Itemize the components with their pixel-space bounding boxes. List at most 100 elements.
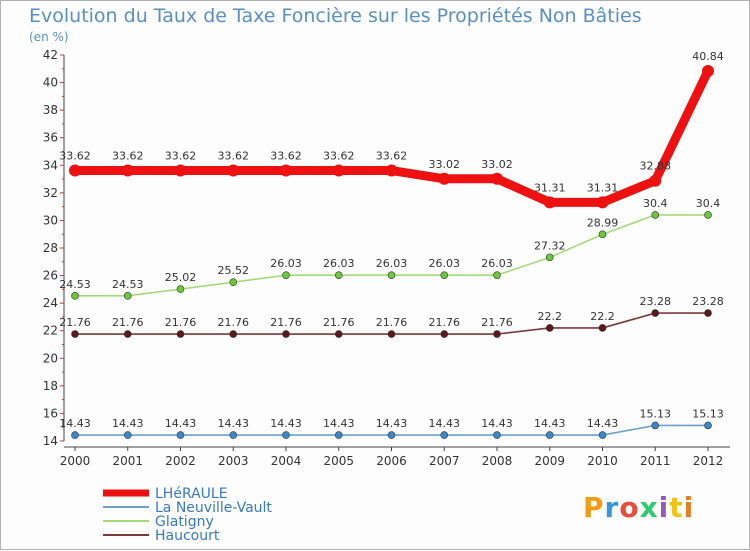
point-glatigny-2012 — [704, 211, 712, 219]
point-glatigny-2005 — [334, 271, 343, 279]
data-label-glatigny-2009: 27.32 — [534, 239, 566, 252]
data-label-lh-raule-2008: 33.02 — [481, 158, 513, 171]
logo-letter: P — [583, 491, 605, 524]
data-label-la-neuville-vault-2004: 14.43 — [270, 417, 302, 430]
point-lh-raule-2006 — [385, 164, 398, 177]
y-tick-label-18: 18 — [43, 379, 58, 393]
data-label-haucourt-2011: 23.28 — [640, 295, 672, 308]
data-label-glatigny-2001: 24.53 — [112, 278, 144, 291]
data-label-lh-raule-2004: 33.62 — [270, 150, 302, 163]
point-lh-raule-2010 — [596, 196, 609, 209]
point-glatigny-2003 — [229, 278, 238, 286]
point-lh-raule-2012 — [702, 64, 714, 77]
x-tick-label-2010: 2010 — [587, 454, 618, 468]
point-haucourt-2007 — [440, 330, 449, 338]
point-haucourt-2000 — [71, 330, 79, 338]
data-label-lh-raule-2005: 33.62 — [323, 150, 355, 163]
data-label-glatigny-2005: 26.03 — [323, 257, 355, 270]
point-glatigny-2001 — [123, 292, 132, 300]
data-label-lh-raule-2003: 33.62 — [218, 150, 250, 163]
point-glatigny-2000 — [71, 292, 79, 300]
point-lh-raule-2004 — [280, 164, 292, 177]
x-tick-label-2001: 2001 — [112, 454, 143, 468]
data-label-la-neuville-vault-2011: 15.13 — [640, 407, 672, 420]
data-label-lh-raule-2011: 32.88 — [640, 160, 672, 173]
unit-label: (en %) — [29, 30, 69, 44]
point-lh-raule-2005 — [332, 164, 345, 177]
data-label-la-neuville-vault-2001: 14.43 — [112, 417, 144, 430]
data-label-la-neuville-vault-2005: 14.43 — [323, 417, 355, 430]
data-label-lh-raule-2002: 33.62 — [165, 150, 197, 163]
point-lh-raule-2011 — [649, 174, 662, 187]
point-glatigny-2007 — [440, 271, 449, 279]
point-haucourt-2012 — [704, 309, 712, 317]
point-la-neuville-vault-2003 — [229, 431, 238, 439]
x-tick-label-2004: 2004 — [271, 454, 302, 468]
point-la-neuville-vault-2009 — [545, 431, 554, 439]
point-haucourt-2010 — [598, 324, 607, 332]
legend-label-la-neuville-vault: La Neuville-Vault — [155, 500, 272, 516]
legend-label-glatigny: Glatigny — [155, 514, 214, 530]
data-label-haucourt-2000: 21.76 — [59, 316, 91, 329]
y-tick-label-32: 32 — [43, 186, 58, 200]
data-label-haucourt-2010: 22.2 — [590, 310, 615, 323]
point-glatigny-2002 — [176, 285, 185, 293]
point-la-neuville-vault-2007 — [440, 431, 449, 439]
x-tick-label-2008: 2008 — [482, 454, 513, 468]
data-label-la-neuville-vault-2003: 14.43 — [218, 417, 250, 430]
y-tick-label-30: 30 — [43, 213, 58, 227]
data-label-haucourt-2008: 21.76 — [481, 316, 513, 329]
point-haucourt-2009 — [545, 324, 554, 332]
x-tick-label-2012: 2012 — [693, 454, 724, 468]
point-haucourt-2001 — [123, 330, 132, 338]
point-lh-raule-2007 — [438, 172, 451, 185]
legend-label-lh-raule: LHéRAULE — [155, 486, 228, 502]
point-la-neuville-vault-2008 — [493, 431, 501, 439]
point-la-neuville-vault-2000 — [71, 431, 79, 439]
data-label-haucourt-2006: 21.76 — [376, 316, 408, 329]
data-label-haucourt-2005: 21.76 — [323, 316, 355, 329]
data-label-lh-raule-2000: 33.62 — [59, 150, 91, 163]
point-haucourt-2005 — [334, 330, 343, 338]
y-tick-label-40: 40 — [43, 76, 58, 90]
x-tick-label-2007: 2007 — [429, 454, 460, 468]
x-tick-label-2002: 2002 — [165, 454, 196, 468]
chart-title: Evolution du Taux de Taxe Foncière sur l… — [29, 5, 642, 27]
y-tick-label-16: 16 — [43, 406, 58, 420]
point-la-neuville-vault-2002 — [176, 431, 185, 439]
x-tick-label-2005: 2005 — [323, 454, 354, 468]
data-label-la-neuville-vault-2012: 15.13 — [692, 407, 724, 420]
y-tick-label-36: 36 — [43, 131, 58, 145]
y-tick-label-14: 14 — [43, 434, 58, 448]
data-label-la-neuville-vault-2006: 14.43 — [376, 417, 408, 430]
logo-letter: i — [658, 491, 670, 524]
data-label-la-neuville-vault-2010: 14.43 — [587, 417, 619, 430]
data-label-lh-raule-2001: 33.62 — [112, 150, 144, 163]
data-label-glatigny-2006: 26.03 — [376, 257, 408, 270]
point-haucourt-2002 — [176, 330, 185, 338]
data-label-haucourt-2001: 21.76 — [112, 316, 144, 329]
data-label-glatigny-2008: 26.03 — [481, 257, 513, 270]
data-label-glatigny-2002: 25.02 — [165, 271, 197, 284]
point-lh-raule-2008 — [491, 172, 503, 185]
data-label-lh-raule-2007: 33.02 — [429, 158, 461, 171]
x-tick-label-2006: 2006 — [376, 454, 407, 468]
x-tick-label-2003: 2003 — [218, 454, 249, 468]
point-lh-raule-2003 — [227, 164, 240, 177]
point-lh-raule-2002 — [174, 164, 187, 177]
point-la-neuville-vault-2010 — [598, 431, 607, 439]
point-haucourt-2003 — [229, 330, 238, 338]
data-label-glatigny-2004: 26.03 — [270, 257, 302, 270]
point-glatigny-2010 — [598, 230, 607, 239]
point-haucourt-2011 — [651, 309, 660, 317]
data-label-la-neuville-vault-2009: 14.43 — [534, 417, 566, 430]
y-tick-label-26: 26 — [43, 269, 58, 283]
y-tick-label-42: 42 — [43, 48, 58, 62]
y-tick-label-38: 38 — [43, 103, 58, 117]
y-tick-label-28: 28 — [43, 241, 58, 255]
point-la-neuville-vault-2001 — [123, 431, 132, 439]
legend-label-haucourt: Haucourt — [155, 528, 220, 544]
point-lh-raule-2001 — [121, 164, 134, 177]
data-label-la-neuville-vault-2000: 14.43 — [59, 417, 91, 430]
x-tick-label-2009: 2009 — [534, 454, 565, 468]
